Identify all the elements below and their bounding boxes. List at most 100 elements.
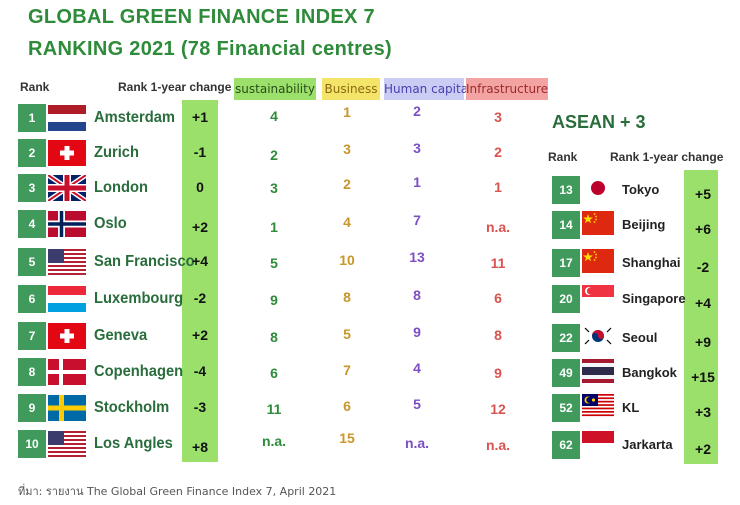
source-note: ที่มา: รายงาน The Global Green Finance I… [18,485,337,498]
sustainability-rank: 6 [270,365,278,381]
sustainability-rank: 8 [270,329,278,345]
page-subtitle: RANKING 2021 (78 Financial centres) [28,38,392,60]
sustainability-rank: 4 [270,108,278,124]
city-name: Bangkok [622,365,677,380]
rank-badge: 52 [552,394,580,422]
business-rank: 6 [343,398,351,414]
rank-change: +4 [192,253,208,269]
table-row: 7 Geneva +2 8 5 9 8 [0,319,560,355]
rank-badge: 2 [18,139,46,167]
sustainability-rank: 9 [270,292,278,308]
asean-row: 49 Bangkok +15 [552,355,722,391]
city-name: Stockholm [94,399,170,416]
rank-change: +15 [691,369,715,385]
rank-badge: 9 [18,394,46,422]
infrastructure-rank: 6 [494,290,502,306]
rank-badge: 1 [18,104,46,132]
rank-badge: 3 [18,174,46,202]
business-rank: 7 [343,362,351,378]
japan-flag-icon [582,176,614,200]
rank-change: +8 [192,439,208,455]
china-flag-icon [582,211,614,235]
rank-badge: 20 [552,285,580,313]
change-column-highlight [182,100,218,462]
infrastructure-rank: 2 [494,144,502,160]
infrastructure-header: Infrastructure [466,78,548,100]
netherlands-flag-icon [48,105,86,131]
rank-badge: 22 [552,324,580,352]
human-capital-header: Human capital [384,78,471,100]
asean-change-header: Rank 1-year change [610,150,724,164]
thailand-flag-icon [582,359,614,383]
city-name: Geneva [94,327,148,344]
rank-badge: 4 [18,210,46,238]
asean-row: 14 Beijing +6 [552,207,722,243]
city-name: Luxembourg [94,290,184,307]
human-capital-rank: 13 [409,249,425,265]
rank-change: +2 [192,327,208,343]
south-korea-flag-icon [582,324,614,348]
rank-change: +9 [695,334,711,350]
table-row: 1 Amsterdam +1 4 1 2 3 [0,101,560,137]
rank-badge: 49 [552,359,580,387]
sustainability-rank: n.a. [261,433,287,449]
rank-badge: 13 [552,176,580,204]
table-row: 6 Luxembourg -2 9 8 8 6 [0,282,560,318]
asean-row: 13 Tokyo +5 [552,172,722,208]
business-rank: 3 [343,141,351,157]
city-name: Los Angles [94,435,173,452]
city-name: Jarkarta [622,437,673,452]
rank-change: -4 [193,363,207,379]
infrastructure-rank: n.a. [485,437,511,453]
rank-change: +4 [695,295,711,311]
infrastructure-rank: n.a. [485,219,511,235]
city-name: Tokyo [622,182,660,197]
rank-change: -2 [696,259,710,275]
rank-change: +3 [695,404,711,420]
table-row: 4 Oslo +2 1 4 7 n.a. [0,207,560,243]
table-row: 10 Los Angles +8 n.a. 15 n.a. n.a. [0,427,560,463]
sustainability-header: sustainability [234,78,316,100]
denmark-flag-icon [48,359,86,385]
human-capital-rank: 4 [413,360,421,376]
rank-header: Rank [20,80,50,94]
table-row: 9 Stockholm -3 11 6 5 12 [0,391,560,427]
switzerland-flag-icon [48,323,86,349]
malaysia-flag-icon [582,394,614,418]
asean-change-column-highlight [684,170,718,464]
switzerland-flag-icon [48,140,86,166]
human-capital-rank: n.a. [404,435,430,451]
rank-change: -3 [193,399,207,415]
rank-change-header: Rank 1-year change [118,80,232,94]
human-capital-rank: 8 [413,287,421,303]
city-name: Beijing [622,217,666,232]
business-rank: 8 [343,289,351,305]
infrastructure-rank: 12 [490,401,506,417]
human-capital-rank: 9 [413,324,421,340]
rank-change: +5 [695,186,711,202]
page-title: GLOBAL GREEN FINANCE INDEX 7 [28,6,375,28]
business-rank: 15 [339,430,355,446]
indonesia-flag-icon [582,431,614,455]
human-capital-rank: 1 [413,174,421,190]
china-flag-icon [582,249,614,273]
rank-badge: 7 [18,322,46,350]
table-row: 2 Zurich -1 2 3 3 2 [0,136,560,172]
infrastructure-rank: 3 [494,109,502,125]
business-rank: 1 [343,104,351,120]
luxembourg-flag-icon [48,286,86,312]
sustainability-rank: 5 [270,255,278,271]
asean-row: 52 KL +3 [552,390,722,426]
human-capital-rank: 5 [413,396,421,412]
business-rank: 5 [343,326,351,342]
infrastructure-rank: 9 [494,365,502,381]
rank-change: -1 [193,144,207,160]
city-name: Seoul [622,330,658,345]
rank-badge: 5 [18,248,46,276]
asean-row: 22 Seoul +9 [552,320,722,356]
rank-change: +2 [695,441,711,457]
city-name: Shanghai [622,255,681,270]
business-header: Business [322,78,380,100]
sustainability-rank: 1 [270,219,278,235]
rank-badge: 6 [18,285,46,313]
